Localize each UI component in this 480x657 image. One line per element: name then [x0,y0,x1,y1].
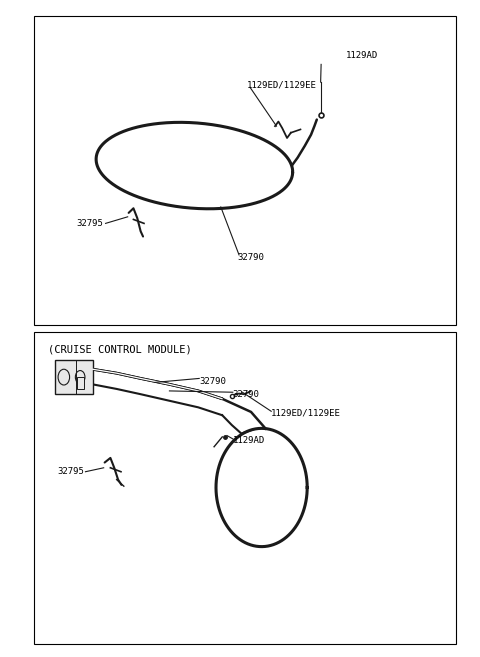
Text: 32795: 32795 [57,467,84,476]
Bar [55,360,93,394]
Text: 1129AD: 1129AD [346,51,378,60]
Bar [34,332,456,644]
Text: 1129ED/1129EE: 1129ED/1129EE [247,81,317,90]
Bar [77,377,84,389]
Text: 32795: 32795 [76,219,103,228]
Text: (CRUISE CONTROL MODULE): (CRUISE CONTROL MODULE) [48,344,192,355]
Text: 32790: 32790 [233,390,260,399]
Text: 1129AD: 1129AD [233,436,265,445]
Text: 32790: 32790 [238,253,264,262]
Text: 1129ED/1129EE: 1129ED/1129EE [271,408,341,417]
Text: 32790: 32790 [199,376,226,386]
Bar [34,16,456,325]
